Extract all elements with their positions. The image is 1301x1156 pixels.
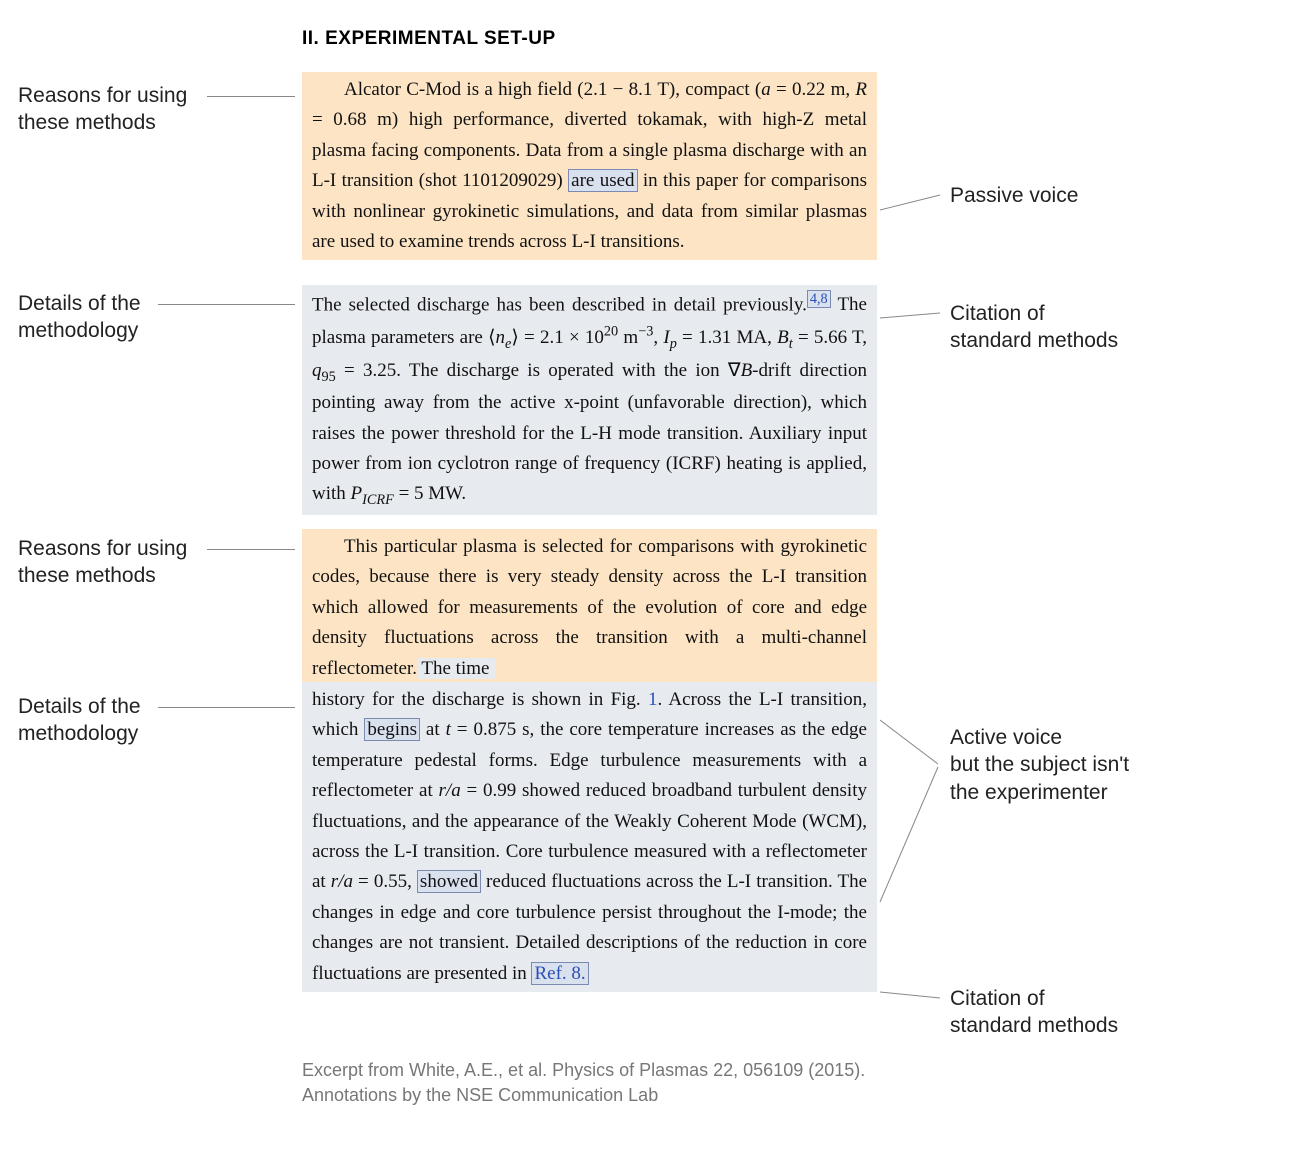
connector-line: [880, 313, 940, 318]
text-span: The selected discharge has been describe…: [312, 294, 807, 315]
annotation-citation-1: Citation of standard methods: [950, 300, 1118, 355]
connector-line: [207, 96, 295, 97]
text-span: history for the discharge is shown in Fi…: [312, 689, 648, 710]
paragraph-reasons-1: Alcator C-Mod is a high field (2.1 − 8.1…: [302, 72, 877, 260]
paragraph-methodology-1: The selected discharge has been describe…: [302, 285, 877, 515]
annotation-methodology-1: Details of the methodology: [18, 290, 141, 345]
annotation-citation-2: Citation of standard methods: [950, 985, 1118, 1040]
passive-voice-highlight: are used: [568, 169, 637, 192]
annotation-reasons-1: Reasons for using these methods: [18, 82, 187, 137]
connector-line: [880, 195, 940, 210]
footer-attribution: Annotations by the NSE Communication Lab: [302, 1083, 658, 1108]
annotation-methodology-2: Details of the methodology: [18, 693, 141, 748]
annotation-passive-voice: Passive voice: [950, 182, 1078, 209]
connector-line: [158, 304, 295, 305]
annotation-active-voice: Active voice but the subject isn't the e…: [950, 724, 1129, 806]
active-voice-highlight-1: begins: [364, 718, 420, 741]
text-span: This particular plasma is selected for c…: [312, 536, 867, 679]
connector-line: [880, 720, 938, 764]
connector-line: [207, 549, 295, 550]
document-container: II. EXPERIMENTAL SET-UP Alcator C-Mod is…: [0, 0, 1301, 1156]
connector-line: [158, 707, 295, 708]
annotation-reasons-2: Reasons for using these methods: [18, 535, 187, 590]
text-span: at t = 0.875 s, the core temperature inc…: [312, 719, 867, 892]
connector-line: [880, 767, 938, 902]
citation-ref-1: 4,8: [807, 290, 831, 308]
citation-ref-2: Ref. 8.: [531, 962, 588, 985]
footer-citation: Excerpt from White, A.E., et al. Physics…: [302, 1058, 865, 1083]
connector-line: [880, 992, 940, 998]
paragraph-reasons-2: This particular plasma is selected for c…: [302, 529, 877, 687]
text-span: The plasma parameters are ⟨ne⟩ = 2.1 × 1…: [312, 294, 867, 504]
paragraph-methodology-2: history for the discharge is shown in Fi…: [302, 682, 877, 992]
section-title: II. EXPERIMENTAL SET-UP: [302, 28, 556, 50]
inline-gray-text: The time: [421, 658, 489, 679]
active-voice-highlight-2: showed: [417, 870, 481, 893]
